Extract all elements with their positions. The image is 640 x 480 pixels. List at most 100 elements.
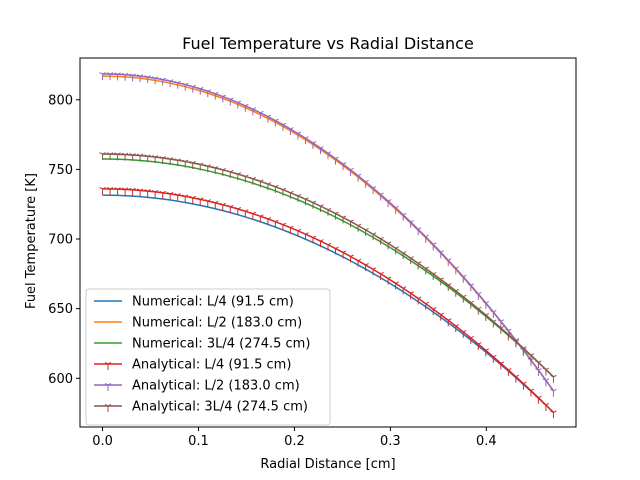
marker-4-16 <box>219 94 227 103</box>
marker-4-7 <box>151 76 159 85</box>
marker-3-37 <box>377 271 384 280</box>
marker-4-24 <box>279 122 287 131</box>
marker-3-28 <box>309 235 317 244</box>
marker-5-50 <box>475 306 482 315</box>
marker-5-20 <box>249 176 257 185</box>
legend-marker-5 <box>104 404 112 412</box>
marker-5-55 <box>512 339 520 348</box>
marker-4-1 <box>106 72 114 81</box>
marker-5-46 <box>445 283 452 292</box>
marker-3-15 <box>212 200 219 209</box>
marker-4-37 <box>377 192 384 201</box>
marker-4-0 <box>99 72 106 81</box>
marker-5-22 <box>264 182 272 191</box>
y-tick-label-2: 700 <box>48 233 73 248</box>
marker-3-6 <box>144 189 151 198</box>
marker-4-15 <box>212 91 219 100</box>
marker-4-14 <box>204 89 211 98</box>
marker-4-60 <box>550 388 557 397</box>
marker-5-36 <box>369 232 377 241</box>
marker-4-41 <box>407 219 414 228</box>
x-tick-label-2: 0.2 <box>284 434 305 449</box>
marker-5-6 <box>144 154 151 163</box>
marker-3-23 <box>272 219 279 228</box>
marker-5-28 <box>309 200 317 209</box>
marker-3-31 <box>332 246 339 255</box>
marker-5-1 <box>106 152 114 161</box>
marker-3-5 <box>136 188 144 197</box>
marker-4-43 <box>422 234 429 243</box>
marker-5-45 <box>437 277 444 286</box>
marker-3-9 <box>166 191 174 200</box>
marker-5-39 <box>392 246 399 255</box>
marker-4-22 <box>264 114 272 123</box>
marker-4-23 <box>272 118 279 127</box>
marker-3-42 <box>414 296 422 305</box>
marker-4-48 <box>460 274 467 283</box>
marker-3-38 <box>384 276 392 285</box>
marker-5-31 <box>332 211 339 220</box>
marker-3-3 <box>121 187 129 196</box>
marker-3-13 <box>197 197 204 206</box>
marker-3-8 <box>159 190 166 199</box>
marker-5-21 <box>257 179 264 188</box>
marker-4-53 <box>497 319 505 328</box>
marker-3-49 <box>467 336 475 344</box>
marker-5-0 <box>99 152 106 161</box>
marker-5-47 <box>452 288 459 297</box>
marker-5-15 <box>212 166 219 174</box>
series-markers-5 <box>99 152 557 383</box>
marker-3-22 <box>264 216 272 225</box>
plot-area: 0.0 0.1 0.2 0.3 0.4 600 650 700 750 800 Numerical:… <box>48 57 577 449</box>
y-axis-label: Fuel Temperature [K] <box>24 173 39 309</box>
x-tick-label-0: 0.0 <box>92 434 113 449</box>
marker-4-36 <box>369 186 377 195</box>
marker-3-11 <box>181 194 189 203</box>
marker-3-55 <box>512 374 520 383</box>
marker-5-23 <box>272 184 279 193</box>
marker-5-52 <box>490 319 497 328</box>
marker-4-28 <box>309 141 317 149</box>
marker-5-29 <box>317 204 324 213</box>
marker-3-60 <box>550 410 557 419</box>
marker-3-48 <box>460 329 467 338</box>
marker-4-45 <box>437 250 444 259</box>
marker-4-3 <box>121 72 129 81</box>
marker-5-56 <box>520 346 527 355</box>
marker-3-34 <box>354 258 362 267</box>
legend-marker-4 <box>104 383 112 391</box>
marker-5-59 <box>542 367 550 376</box>
series-markers-4 <box>99 72 557 397</box>
marker-5-35 <box>362 227 369 236</box>
marker-5-49 <box>467 300 475 309</box>
x-axis-label: Radial Distance [cm] <box>260 457 395 472</box>
legend-label-5: Analytical: 3L/4 (274.5 cm) <box>132 400 308 415</box>
y-tick-label-1: 650 <box>48 302 73 317</box>
marker-5-5 <box>136 153 144 162</box>
marker-4-4 <box>129 73 136 82</box>
marker-3-47 <box>452 324 459 333</box>
marker-5-53 <box>497 325 505 334</box>
marker-5-43 <box>422 266 429 275</box>
marker-5-8 <box>159 156 166 165</box>
legend-label-0: Numerical: L/4 (91.5 cm) <box>132 295 294 310</box>
marker-3-18 <box>234 207 242 215</box>
marker-5-18 <box>234 172 242 181</box>
marker-5-58 <box>535 360 542 369</box>
marker-5-33 <box>347 219 354 228</box>
marker-5-57 <box>527 353 535 362</box>
marker-5-41 <box>407 256 414 265</box>
marker-5-60 <box>550 374 557 383</box>
marker-4-33 <box>347 167 354 176</box>
marker-5-26 <box>294 193 302 202</box>
marker-5-54 <box>505 332 512 341</box>
marker-4-38 <box>384 199 392 208</box>
marker-3-36 <box>369 267 377 276</box>
marker-3-30 <box>324 242 332 251</box>
marker-3-25 <box>287 225 294 234</box>
marker-5-44 <box>429 271 437 280</box>
marker-4-44 <box>429 242 437 251</box>
marker-4-47 <box>452 266 459 275</box>
marker-5-42 <box>414 261 422 270</box>
marker-3-35 <box>362 262 369 271</box>
